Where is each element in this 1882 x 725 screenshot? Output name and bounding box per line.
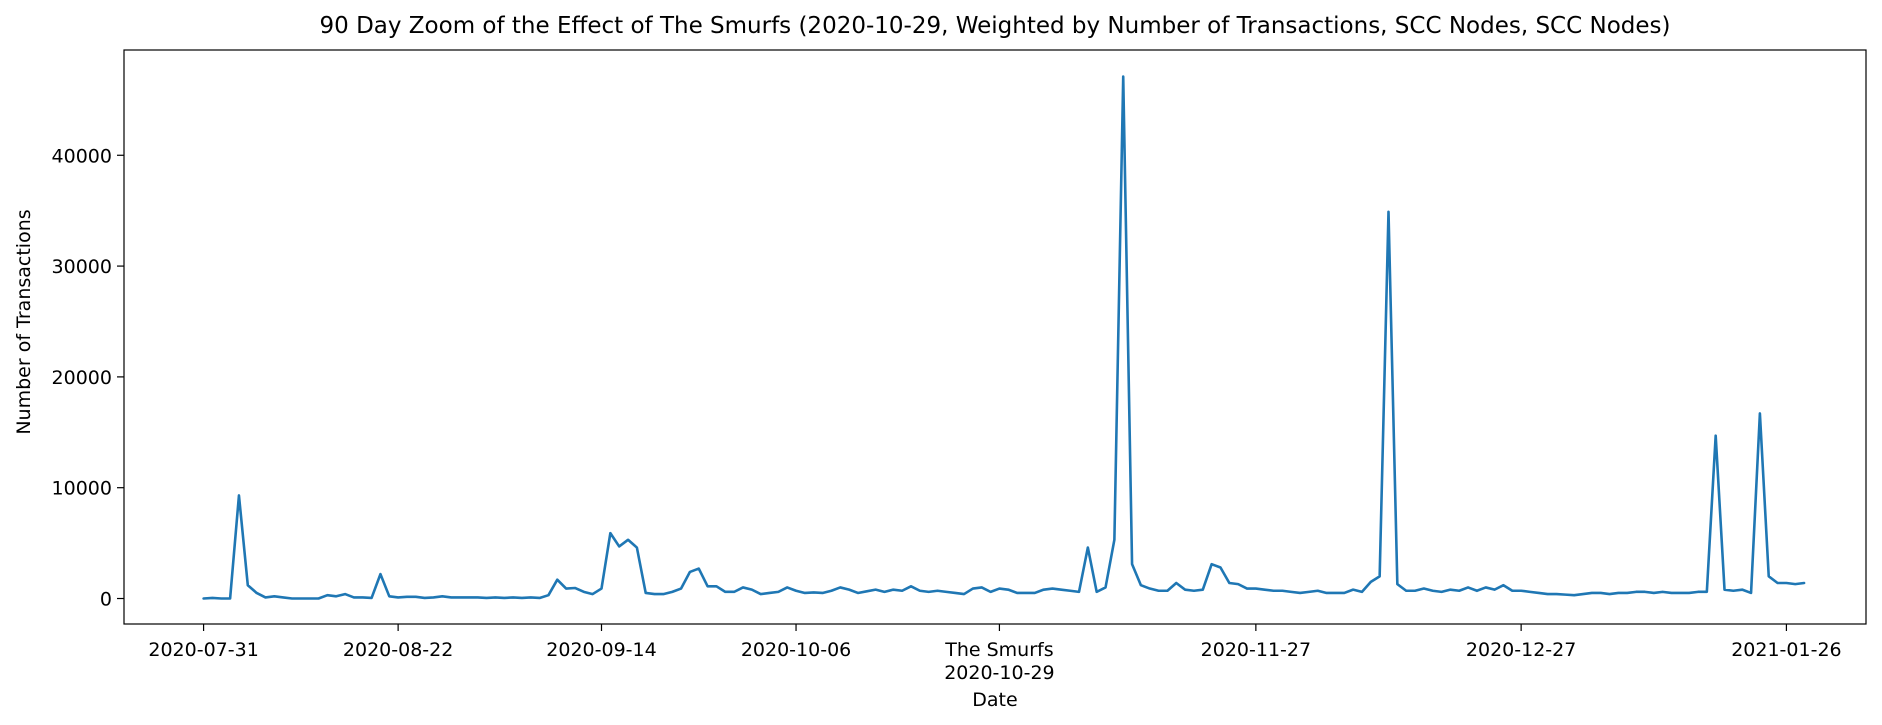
x-axis: 2020-07-31 2020-08-22 2020-09-14 2020-10-06… [148,624,1842,684]
y-axis-label: Number of Transactions [13,209,35,434]
x-tick-label: 2020-08-22 [343,639,453,661]
x-tick-label: 2020-09-14 [546,639,656,661]
x-axis-label: Date [972,689,1017,711]
x-tick-label: 2020-12-27 [1466,639,1576,661]
y-axis: 0 10000 20000 30000 40000 [52,145,124,611]
x-tick-label: 2020-07-31 [148,639,258,661]
x-tick-label-date: 2020-10-29 [944,662,1054,684]
series-line [202,75,1806,600]
chart-title: 90 Day Zoom of the Effect of The Smurfs … [320,13,1671,39]
x-tick-label: The Smurfs [944,639,1053,661]
x-tick-label: 2020-10-06 [741,639,851,661]
y-tick-label: 0 [100,589,112,611]
y-tick-label: 30000 [52,256,112,278]
x-tick-label: 2021-01-26 [1731,639,1841,661]
y-tick-label: 10000 [52,478,112,500]
y-tick-label: 20000 [52,367,112,389]
y-tick-label: 40000 [52,145,112,167]
plot-area [202,75,1806,600]
plot-frame [123,49,1867,625]
x-tick-label: 2020-11-27 [1201,639,1311,661]
